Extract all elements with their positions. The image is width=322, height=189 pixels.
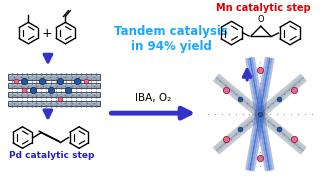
Bar (8, 74, 99, 80)
Text: O: O (258, 15, 264, 24)
Bar (8, 92, 99, 97)
Text: Tandem catalysis
in 94% yield: Tandem catalysis in 94% yield (114, 25, 228, 53)
Text: Pd catalytic step: Pd catalytic step (9, 151, 94, 160)
Bar (8, 83, 99, 88)
Text: Mn catalytic step: Mn catalytic step (216, 3, 311, 13)
Bar (8, 101, 99, 106)
Text: IBA, O₂: IBA, O₂ (135, 93, 172, 103)
Text: +: + (42, 27, 52, 40)
